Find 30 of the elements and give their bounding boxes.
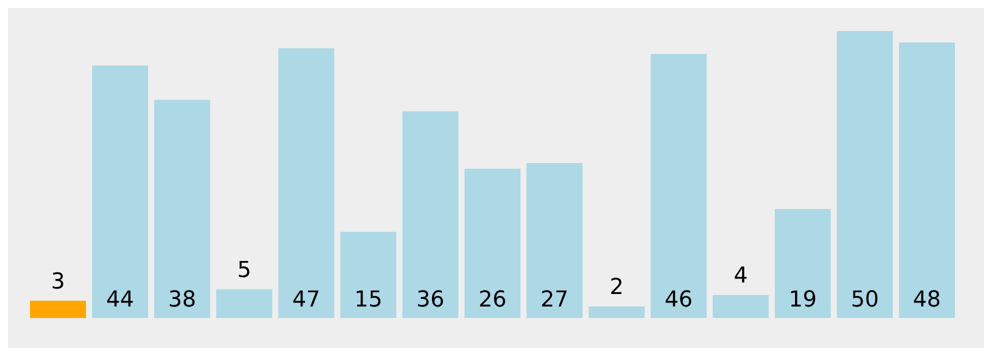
- data-label: 19: [788, 288, 817, 312]
- data-label: 46: [664, 288, 693, 312]
- data-label: 2: [610, 275, 624, 300]
- bar: [402, 111, 458, 318]
- bar: [898, 42, 955, 318]
- data-label: 27: [540, 288, 569, 312]
- bar: [278, 48, 334, 318]
- bar: [588, 306, 645, 318]
- bar: [216, 289, 272, 318]
- data-label: 48: [912, 288, 941, 312]
- bar: [650, 54, 707, 318]
- data-label: 26: [478, 288, 506, 312]
- bar: [464, 168, 520, 318]
- data-label: 47: [292, 288, 320, 312]
- data-label: 38: [168, 288, 196, 312]
- bar: [712, 295, 769, 318]
- bar: [774, 208, 831, 318]
- data-label: 15: [354, 288, 382, 312]
- bar: [154, 100, 210, 318]
- bar: [836, 31, 893, 318]
- data-label: 5: [237, 258, 252, 283]
- bar: [340, 232, 396, 318]
- bar: [92, 65, 148, 318]
- data-label: 50: [850, 288, 879, 312]
- bar: [30, 300, 86, 318]
- data-label: 3: [51, 269, 65, 294]
- data-label: 36: [416, 288, 444, 312]
- data-label: 44: [106, 288, 134, 312]
- data-label: 4: [734, 264, 748, 289]
- bar: [526, 163, 583, 318]
